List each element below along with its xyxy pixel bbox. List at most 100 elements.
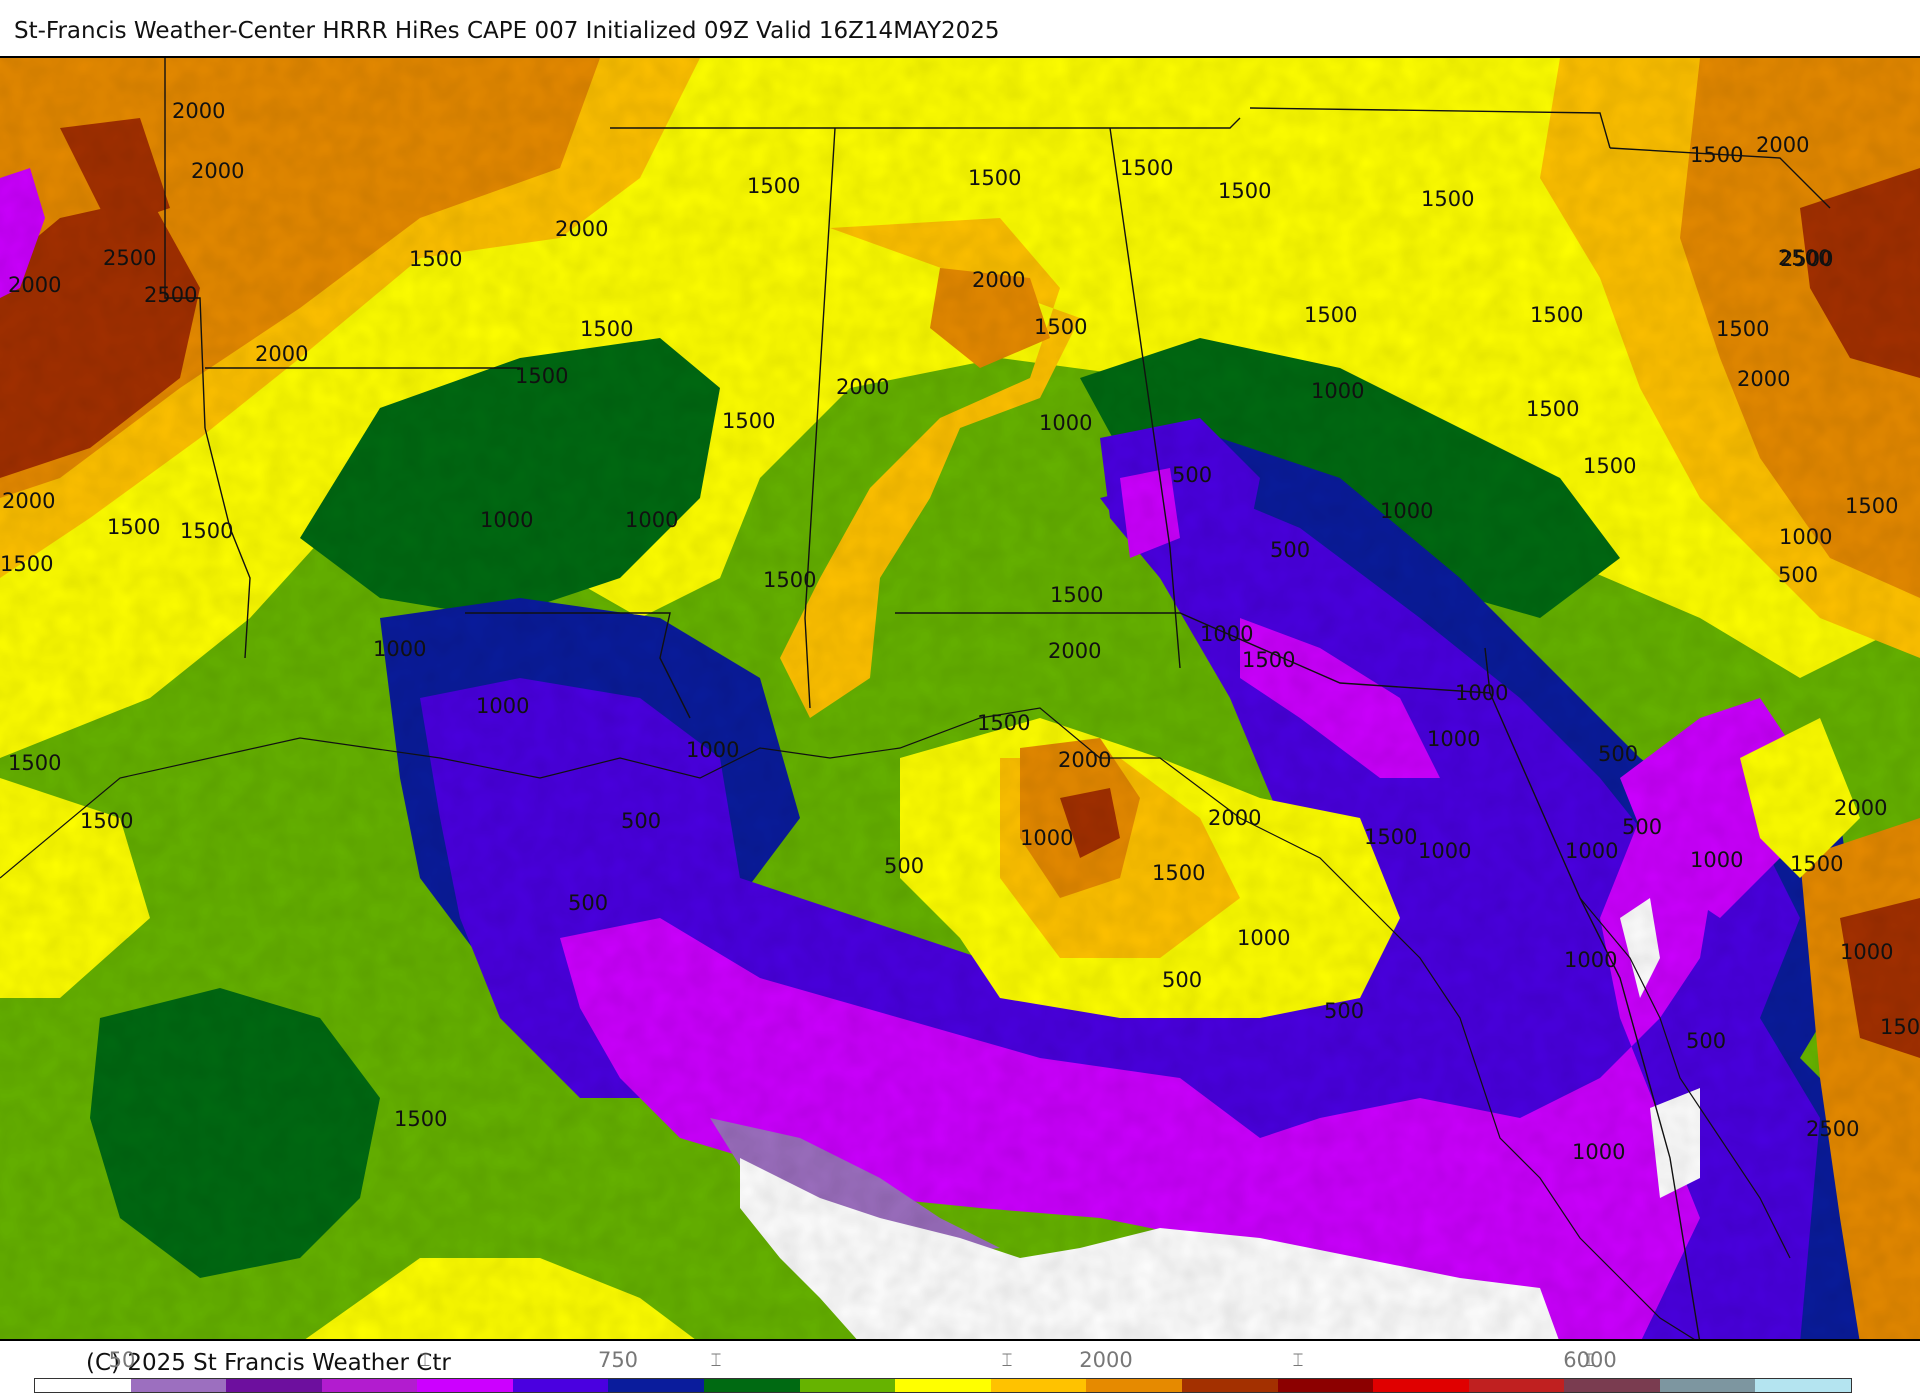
contour-label: 500 <box>1324 999 1364 1023</box>
contour-label: 1000 <box>686 738 739 762</box>
contour-label: 1500 <box>515 364 568 388</box>
colorbar-tick-mark: ⌶ <box>419 1350 431 1371</box>
contour-label: 1500 <box>1364 825 1417 849</box>
cape-map-canvas: 2000 2000 2500 2500 2000 1500 2000 2000 … <box>0 58 1920 1339</box>
contour-label: 2500 <box>103 246 156 270</box>
colorbar-segment <box>799 1379 896 1392</box>
contour-label: 1000 <box>1840 940 1893 964</box>
contour-label: 1500 <box>1880 1015 1920 1039</box>
colorbar-tick-mark: ⌶ <box>1001 1350 1013 1371</box>
contour-label: 1000 <box>1779 525 1832 549</box>
contour-label: 1500 <box>180 519 233 543</box>
contour-label: 1000 <box>1380 499 1433 523</box>
contour-label: 2000 <box>836 375 889 399</box>
contour-label: 2500 <box>1778 246 1831 270</box>
colorbar-tick-label: 750 <box>597 1348 639 1372</box>
colorbar-segment <box>895 1379 991 1392</box>
contour-label: 1500 <box>1530 303 1583 327</box>
contour-label: 1500 <box>747 174 800 198</box>
contour-label: 2000 <box>1058 748 1111 772</box>
colorbar-tick-mark: ⌶ <box>1292 1350 1304 1371</box>
contour-label: 1000 <box>1039 411 1092 435</box>
cape-field-grain <box>0 58 1920 1339</box>
contour-label: 2500 <box>144 283 197 307</box>
state-boundaries <box>164 58 1831 1339</box>
contour-label: 500 <box>568 891 608 915</box>
contour-label: 500 <box>1172 463 1212 487</box>
contour-label: 2000 <box>1048 639 1101 663</box>
contour-label: 2000 <box>191 159 244 183</box>
contour-label: 1000 <box>1427 727 1480 751</box>
cape-colorbar <box>34 1378 1852 1393</box>
contour-label: 500 <box>1778 563 1818 587</box>
contour-label: 2000 <box>972 268 1025 292</box>
contour-label: 1500 <box>1242 648 1295 672</box>
contour-label: 1500 <box>1583 454 1636 478</box>
colorbar-segment <box>704 1379 800 1392</box>
colorbar-segment <box>1086 1379 1182 1392</box>
colorbar-segment <box>1468 1379 1565 1392</box>
contour-label: 1500 <box>1050 583 1103 607</box>
colorbar-segment <box>1659 1379 1756 1392</box>
colorbar-segment <box>1373 1379 1469 1392</box>
contour-label: 2000 <box>255 342 308 366</box>
contour-label: 1000 <box>625 508 678 532</box>
contour-label: 1500 <box>1218 179 1271 203</box>
copyright-text: (C) 2025 St Francis Weather Ctr <box>86 1350 451 1376</box>
contour-label: 2000 <box>1834 796 1887 820</box>
contour-label: 500 <box>1598 742 1638 766</box>
contour-label: 1500 <box>1690 143 1743 167</box>
contour-label: 1000 <box>480 508 533 532</box>
contour-label: 1500 <box>977 711 1030 735</box>
contour-label: 2000 <box>1208 806 1261 830</box>
contour-label: 1000 <box>1690 848 1743 872</box>
contour-label: 2000 <box>172 99 225 123</box>
contour-label: 1500 <box>1716 317 1769 341</box>
contour-label: 2000 <box>2 489 55 513</box>
contour-label: 500 <box>1162 968 1202 992</box>
coastline <box>0 707 1791 1339</box>
colorbar-segment <box>35 1379 131 1392</box>
contour-label: 500 <box>884 854 924 878</box>
colorbar-tick-label: 6000 <box>1563 1348 1617 1372</box>
contour-label: 1500 <box>722 409 775 433</box>
contour-label: 1500 <box>394 1107 447 1131</box>
contour-label: 1500 <box>107 515 160 539</box>
contour-label: 1500 <box>1790 852 1843 876</box>
contour-label: 1000 <box>1572 1140 1625 1164</box>
colorbar-segment <box>1181 1379 1278 1392</box>
contour-label: 1500 <box>0 552 53 576</box>
contour-label: 1000 <box>1200 622 1253 646</box>
contour-label: 1500 <box>1120 156 1173 180</box>
contour-label: 1000 <box>373 637 426 661</box>
colorbar-segment <box>417 1379 513 1392</box>
colorbar-segment <box>512 1379 609 1392</box>
colorbar-segment <box>608 1379 705 1392</box>
contour-label: 500 <box>1622 815 1662 839</box>
colorbar-segment <box>990 1379 1087 1392</box>
contour-label: 1000 <box>1455 681 1508 705</box>
contour-label: 500 <box>1686 1029 1726 1053</box>
colorbar-segment <box>321 1379 418 1392</box>
colorbar-tick-label: 2000 <box>1079 1348 1133 1372</box>
contour-label: 2000 <box>1756 133 1809 157</box>
contour-label: 1500 <box>1421 187 1474 211</box>
contour-label: 500 <box>1270 538 1310 562</box>
colorbar-tick-mark: ⌶ <box>1583 1350 1595 1371</box>
colorbar-segment <box>1755 1379 1851 1392</box>
contour-label: 1500 <box>763 568 816 592</box>
contour-labels: 2000 2000 2500 2500 2000 1500 2000 2000 … <box>0 99 1920 1164</box>
contour-label: 1000 <box>1565 839 1618 863</box>
cape-map: 2000 2000 2500 2500 2000 1500 2000 2000 … <box>0 56 1920 1341</box>
contour-label: 1500 <box>80 809 133 833</box>
colorbar-segment <box>1277 1379 1374 1392</box>
contour-label: 1500 <box>1152 861 1205 885</box>
colorbar-tick-label: 50 <box>108 1348 136 1372</box>
contour-label: 1500 <box>409 247 462 271</box>
contour-label: 2500 <box>1780 247 1833 271</box>
colorbar-segment <box>1564 1379 1660 1392</box>
contour-label: 500 <box>621 809 661 833</box>
contour-label: 1000 <box>476 694 529 718</box>
contour-label: 2000 <box>1737 367 1790 391</box>
contour-label: 1500 <box>968 166 1021 190</box>
